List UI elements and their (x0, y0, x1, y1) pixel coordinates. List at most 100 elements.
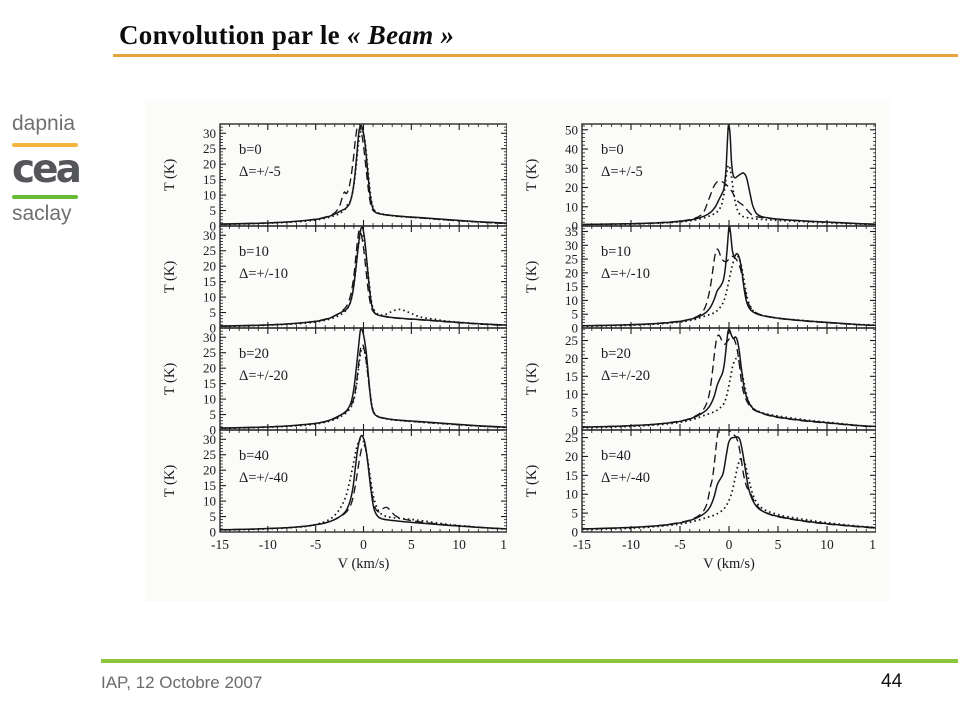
svg-text:25: 25 (565, 252, 578, 267)
footer-rule (101, 659, 958, 663)
svg-text:10: 10 (452, 537, 466, 552)
slide-title-quoted: « Beam » (346, 20, 455, 50)
svg-text:20: 20 (203, 157, 216, 172)
svg-text:15: 15 (869, 537, 876, 552)
page-number: 44 (881, 671, 903, 692)
svg-text:20: 20 (565, 265, 578, 280)
svg-text:10: 10 (565, 199, 578, 214)
svg-text:Δ=+/-5: Δ=+/-5 (601, 164, 643, 180)
slide-title-main: Convolution par le (119, 20, 340, 50)
left-plot-column: 0 5 10 15 20 25 30 b=0 Δ=+/-5 T (K) 0 5 10 15 20 25 30 b=… (152, 121, 514, 581)
svg-text:5: 5 (210, 203, 217, 218)
cea-logo: cea (12, 147, 82, 192)
svg-text:0: 0 (572, 525, 579, 540)
svg-text:V (km/s): V (km/s) (703, 556, 755, 572)
svg-text:T (K): T (K) (524, 261, 540, 294)
svg-text:30: 30 (565, 238, 578, 253)
svg-text:b=20: b=20 (239, 346, 269, 362)
svg-text:35: 35 (565, 224, 578, 239)
svg-text:b=40: b=40 (239, 448, 269, 464)
logo-saclay-text: saclay (12, 202, 72, 225)
svg-text:T (K): T (K) (162, 363, 178, 396)
footer-date: IAP, 12 Octobre 2007 (101, 673, 263, 692)
logo-dapnia-text: dapnia (12, 112, 76, 135)
svg-text:Δ=+/-10: Δ=+/-10 (601, 266, 650, 282)
svg-text:15: 15 (565, 279, 578, 294)
svg-text:20: 20 (203, 361, 216, 376)
svg-text:0: 0 (210, 423, 217, 438)
svg-text:20: 20 (565, 449, 578, 464)
svg-text:-5: -5 (674, 537, 685, 552)
svg-text:5: 5 (210, 305, 217, 320)
svg-text:5: 5 (572, 405, 579, 420)
svg-text:30: 30 (203, 126, 216, 141)
svg-text:15: 15 (565, 468, 578, 483)
svg-text:20: 20 (565, 180, 578, 195)
svg-text:10: 10 (565, 487, 578, 502)
svg-text:-5: -5 (310, 537, 321, 552)
svg-text:Δ=+/-40: Δ=+/-40 (239, 470, 288, 486)
svg-text:10: 10 (565, 293, 578, 308)
svg-text:10: 10 (203, 290, 216, 305)
svg-text:10: 10 (203, 392, 216, 407)
svg-text:Δ=+/-20: Δ=+/-20 (601, 368, 650, 384)
svg-text:5: 5 (408, 537, 415, 552)
svg-text:30: 30 (565, 161, 578, 176)
svg-text:0: 0 (210, 219, 217, 234)
svg-text:25: 25 (565, 333, 578, 348)
svg-text:-15: -15 (573, 537, 591, 552)
svg-text:20: 20 (565, 351, 578, 366)
figure-background (145, 100, 890, 602)
svg-text:15: 15 (203, 478, 216, 493)
svg-text:20: 20 (203, 463, 216, 478)
svg-text:30: 30 (203, 228, 216, 243)
slide-title: Convolution par le « Beam » (119, 20, 454, 51)
svg-text:T (K): T (K) (524, 159, 540, 192)
svg-text:0: 0 (210, 321, 217, 336)
svg-text:0: 0 (726, 537, 733, 552)
svg-text:15: 15 (203, 172, 216, 187)
svg-text:T (K): T (K) (162, 159, 178, 192)
svg-text:T (K): T (K) (162, 465, 178, 498)
svg-text:b=10: b=10 (239, 244, 269, 260)
svg-text:10: 10 (565, 387, 578, 402)
svg-text:b=0: b=0 (601, 142, 624, 158)
svg-text:V (km/s): V (km/s) (338, 556, 390, 572)
svg-text:b=40: b=40 (601, 448, 631, 464)
right-plot-column: 0 10 20 30 40 50 b=0 Δ=+/-5 T (K) 0 5 10 15 20 25 30 35 b… (514, 121, 883, 581)
svg-text:-10: -10 (622, 537, 640, 552)
svg-text:Δ=+/-40: Δ=+/-40 (601, 470, 650, 486)
svg-text:0: 0 (360, 537, 367, 552)
svg-text:20: 20 (203, 259, 216, 274)
svg-text:5: 5 (572, 307, 579, 322)
svg-text:5: 5 (572, 506, 579, 521)
svg-text:T (K): T (K) (162, 261, 178, 294)
svg-text:25: 25 (203, 141, 216, 156)
svg-text:0: 0 (210, 525, 217, 540)
svg-text:b=20: b=20 (601, 346, 631, 362)
svg-text:0: 0 (572, 423, 579, 438)
logo-green-rule (12, 195, 78, 199)
svg-text:-15: -15 (211, 537, 229, 552)
title-underline (113, 54, 958, 57)
svg-text:50: 50 (565, 122, 578, 137)
svg-text:15: 15 (500, 537, 507, 552)
svg-text:25: 25 (565, 430, 578, 445)
svg-text:Δ=+/-20: Δ=+/-20 (239, 368, 288, 384)
svg-text:T (K): T (K) (524, 465, 540, 498)
svg-text:Δ=+/-5: Δ=+/-5 (239, 164, 281, 180)
svg-text:T (K): T (K) (524, 363, 540, 396)
cea-dapnia-logo-block: dapnia cea saclay (12, 112, 92, 226)
svg-text:0: 0 (572, 219, 579, 234)
svg-text:10: 10 (203, 494, 216, 509)
svg-text:0: 0 (572, 321, 579, 336)
svg-text:15: 15 (203, 376, 216, 391)
svg-text:25: 25 (203, 447, 216, 462)
svg-text:25: 25 (203, 345, 216, 360)
svg-text:10: 10 (203, 188, 216, 203)
svg-text:Δ=+/-10: Δ=+/-10 (239, 266, 288, 282)
svg-text:-10: -10 (259, 537, 277, 552)
logo-orange-rule (12, 143, 78, 147)
svg-text:30: 30 (203, 432, 216, 447)
